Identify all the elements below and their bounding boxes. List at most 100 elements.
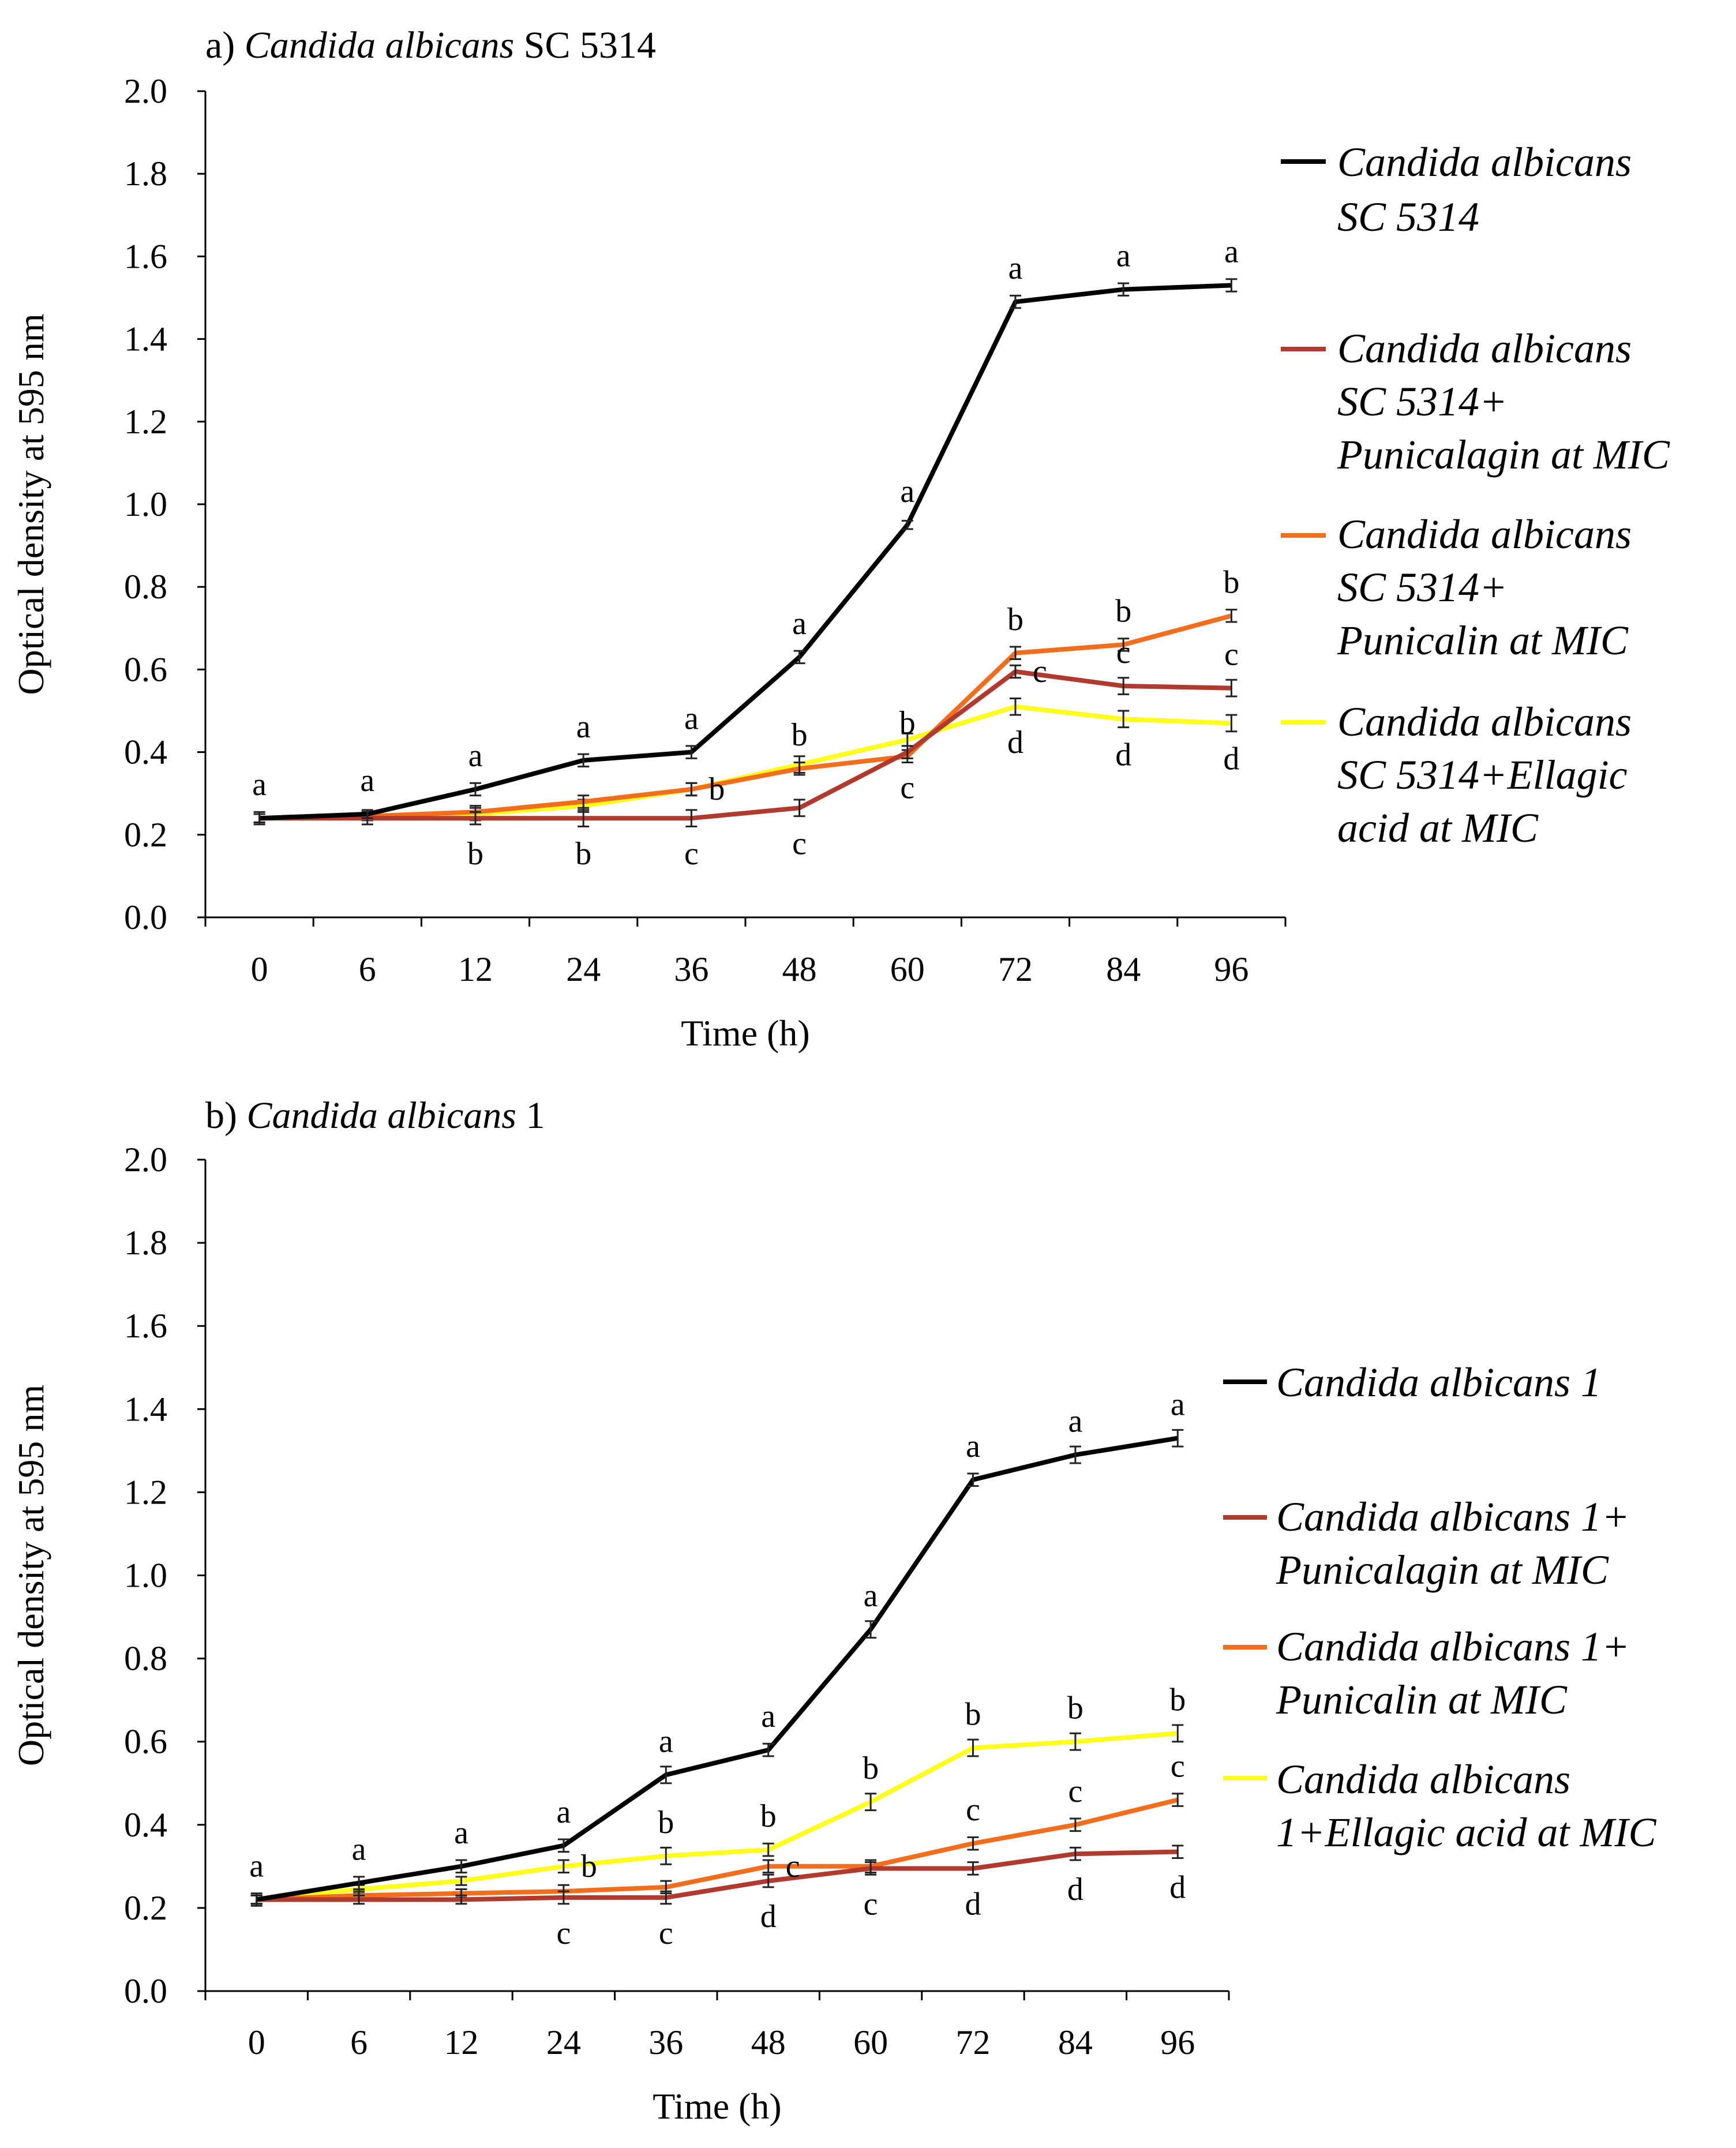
- panel-b-y-tick-label: 1.6: [124, 1307, 167, 1345]
- panel-a-series-4-letter: d: [1115, 737, 1131, 773]
- panel-a-legend-entry-1: Candida albicans SC 5314: [1281, 139, 1632, 240]
- panel-b-series-3-error-bar: [967, 1836, 979, 1851]
- panel-b-series-4-error-bar: [967, 1738, 979, 1757]
- panel-a-y-tick-label: 1.6: [124, 237, 167, 275]
- panel-b-series-2-letter: d: [1067, 1872, 1083, 1907]
- panel-b-x-tick-label: 96: [1160, 2023, 1195, 2061]
- panel-a-series-1-line: [259, 283, 1232, 821]
- panel-b-series-1-error-bar: [1069, 1445, 1081, 1464]
- panel-a-y-tick-label: 1.0: [124, 485, 167, 523]
- panel-b-series-2-letter: c: [556, 1915, 571, 1951]
- panel-b-series-4-letter: b: [760, 1798, 777, 1834]
- panel-b-series-3-letter: c: [966, 1792, 980, 1828]
- panel-b-series-2-error-bar: [865, 1861, 877, 1876]
- panel-a-series-3-letter: b: [1007, 602, 1023, 638]
- panel-a-x-tick-label: 60: [890, 950, 925, 988]
- legend-label: Candida albicans: [1337, 325, 1632, 372]
- panel-b-series-4-letter: b: [658, 1805, 674, 1840]
- panel-b-series-1-letter: a: [352, 1832, 366, 1868]
- panel-b-y-tick-label: 1.0: [124, 1557, 167, 1595]
- panel-b-series-1-letter: a: [761, 1699, 775, 1734]
- panel-b-x-tick-label: 24: [546, 2023, 581, 2061]
- panel-a-series-2-letter: c: [684, 836, 699, 872]
- panel-a-series-1-letter: a: [1008, 250, 1023, 286]
- legend-label: Punicalagin at MIC: [1276, 1547, 1609, 1593]
- legend-label: SC 5314+Ellagic: [1337, 752, 1628, 798]
- panel-b-legend-entry-1: Candida albicans 1: [1223, 1359, 1602, 1405]
- panel-a-series-2-line: [259, 669, 1232, 821]
- panel-a-series-3-error-bar: [1010, 646, 1021, 660]
- panel-b-title-label: b): [205, 1094, 246, 1137]
- panel-a-y-tick-label: 0.6: [124, 650, 167, 688]
- panel-b-x-tick-label: 36: [648, 2023, 683, 2061]
- panel-a-series-2-letter: c: [1033, 654, 1047, 689]
- panel-a-series-1-error-bar: [1118, 282, 1130, 297]
- panel-a-series-2-letter: b: [575, 836, 591, 872]
- panel-b-series-1-letter: a: [659, 1723, 673, 1759]
- legend-label: Punicalin at MIC: [1337, 617, 1629, 663]
- panel-a-x-tick-label: 72: [998, 950, 1033, 988]
- panel-b-series-1-error-bar: [660, 1765, 672, 1785]
- panel-a-legend-entry-4: Candida albicans SC 5314+Ellagic acid at M…: [1281, 699, 1632, 851]
- panel-b-series-1-error-bar: [762, 1742, 774, 1757]
- panel-b-series-1-error-bar: [967, 1472, 979, 1487]
- panel-b-series-2-line: [256, 1849, 1178, 1902]
- panel-b-series-3-letter: c: [1068, 1774, 1082, 1809]
- panel-b-series-2-error-bar: [967, 1861, 979, 1876]
- panel-a-y-tick-label: 0.8: [124, 568, 167, 606]
- panel-b-y-tick-label: 1.8: [124, 1224, 167, 1262]
- panel-a-series-1-letter: a: [252, 767, 267, 803]
- panel-a-series-2-letter: b: [467, 836, 483, 872]
- panel-a-series-4-line: [259, 704, 1232, 821]
- panel-b-series-2-error-bar: [762, 1873, 774, 1888]
- panel-a-series-4-letter: d: [1007, 725, 1023, 760]
- panel-a-legend-entry-3: Candida albicans SC 5314+ Punicalin at MIC: [1281, 511, 1632, 663]
- panel-b-series-1-letter: a: [1171, 1387, 1185, 1423]
- panel-a-series-1-letter: a: [360, 763, 374, 799]
- panel-b-x-tick-label: 12: [444, 2023, 479, 2061]
- panel-a-y-tick-label: 1.2: [124, 403, 167, 441]
- panel-b-y-tick-label: 1.2: [124, 1473, 167, 1511]
- panel-b-series-2-letter: d: [965, 1886, 981, 1922]
- panel-b-title: b) Candida albicans 1: [205, 1094, 545, 1137]
- panel-a-series-4-letter: d: [1223, 741, 1239, 777]
- legend-label: SC 5314+: [1337, 564, 1508, 610]
- panel-a-series-3-letter: b: [1115, 593, 1131, 629]
- legend-label: Candida albicans: [1337, 699, 1632, 745]
- panel-a-series-1-error-bar: [361, 809, 373, 819]
- legend-label: SC 5314+: [1337, 378, 1508, 425]
- panel-a-series-3-error-bar: [1118, 638, 1130, 652]
- panel-b-series-4-error-bar: [865, 1793, 877, 1812]
- panel-a-title-label: a): [205, 24, 245, 66]
- panel-b-x-tick-label: 6: [350, 2023, 368, 2061]
- panel-a-series-1-error-bar: [470, 782, 481, 797]
- legend-label: Candida albicans 1+: [1276, 1494, 1630, 1540]
- panel-b-series-4-error-bar: [1172, 1724, 1184, 1743]
- panel-a-series-2-error-bar: [1118, 677, 1130, 695]
- panel-b-series-4-error-bar: [455, 1876, 467, 1886]
- panel-a-series-1-error-bar: [1010, 294, 1021, 309]
- panel-b-series-4-letter: b: [1067, 1690, 1083, 1726]
- panel-b-series-1-letter: a: [966, 1429, 980, 1464]
- panel-b-title-strain: 1: [516, 1094, 545, 1137]
- panel-b-series-3-error-bar: [1172, 1793, 1184, 1807]
- panel-a-series-3-error-bar: [793, 762, 805, 776]
- panel-a-x-tick-label: 84: [1106, 950, 1141, 988]
- panel-a-series-1-error-bar: [253, 813, 265, 823]
- panel-a-x-axis-label: Time (h): [681, 1013, 809, 1054]
- panel-b-series-2-error-bar: [660, 1890, 672, 1905]
- legend-label: Candida albicans 1+: [1276, 1624, 1630, 1670]
- legend-label: Candida albicans 1: [1276, 1359, 1602, 1405]
- panel-a-series-1-letter: a: [684, 701, 699, 737]
- panel-a-series-1-letter: a: [576, 709, 591, 745]
- panel-b-series-1-error-bar: [455, 1859, 467, 1874]
- legend-label: Candida albicans: [1337, 511, 1632, 557]
- legend-label: SC 5314: [1337, 194, 1479, 240]
- panel-b-series-2-error-bar: [557, 1890, 569, 1905]
- panel-a-series-4-error-bar: [1225, 714, 1238, 733]
- panel-b-y-tick-label: 0.6: [124, 1723, 167, 1761]
- panel-a-series-2-letter: c: [1116, 635, 1131, 670]
- panel-b-series-2-letter: d: [760, 1899, 777, 1935]
- panel-b-x-tick-label: 0: [248, 2023, 265, 2061]
- panel-a-x-tick-label: 48: [782, 950, 817, 988]
